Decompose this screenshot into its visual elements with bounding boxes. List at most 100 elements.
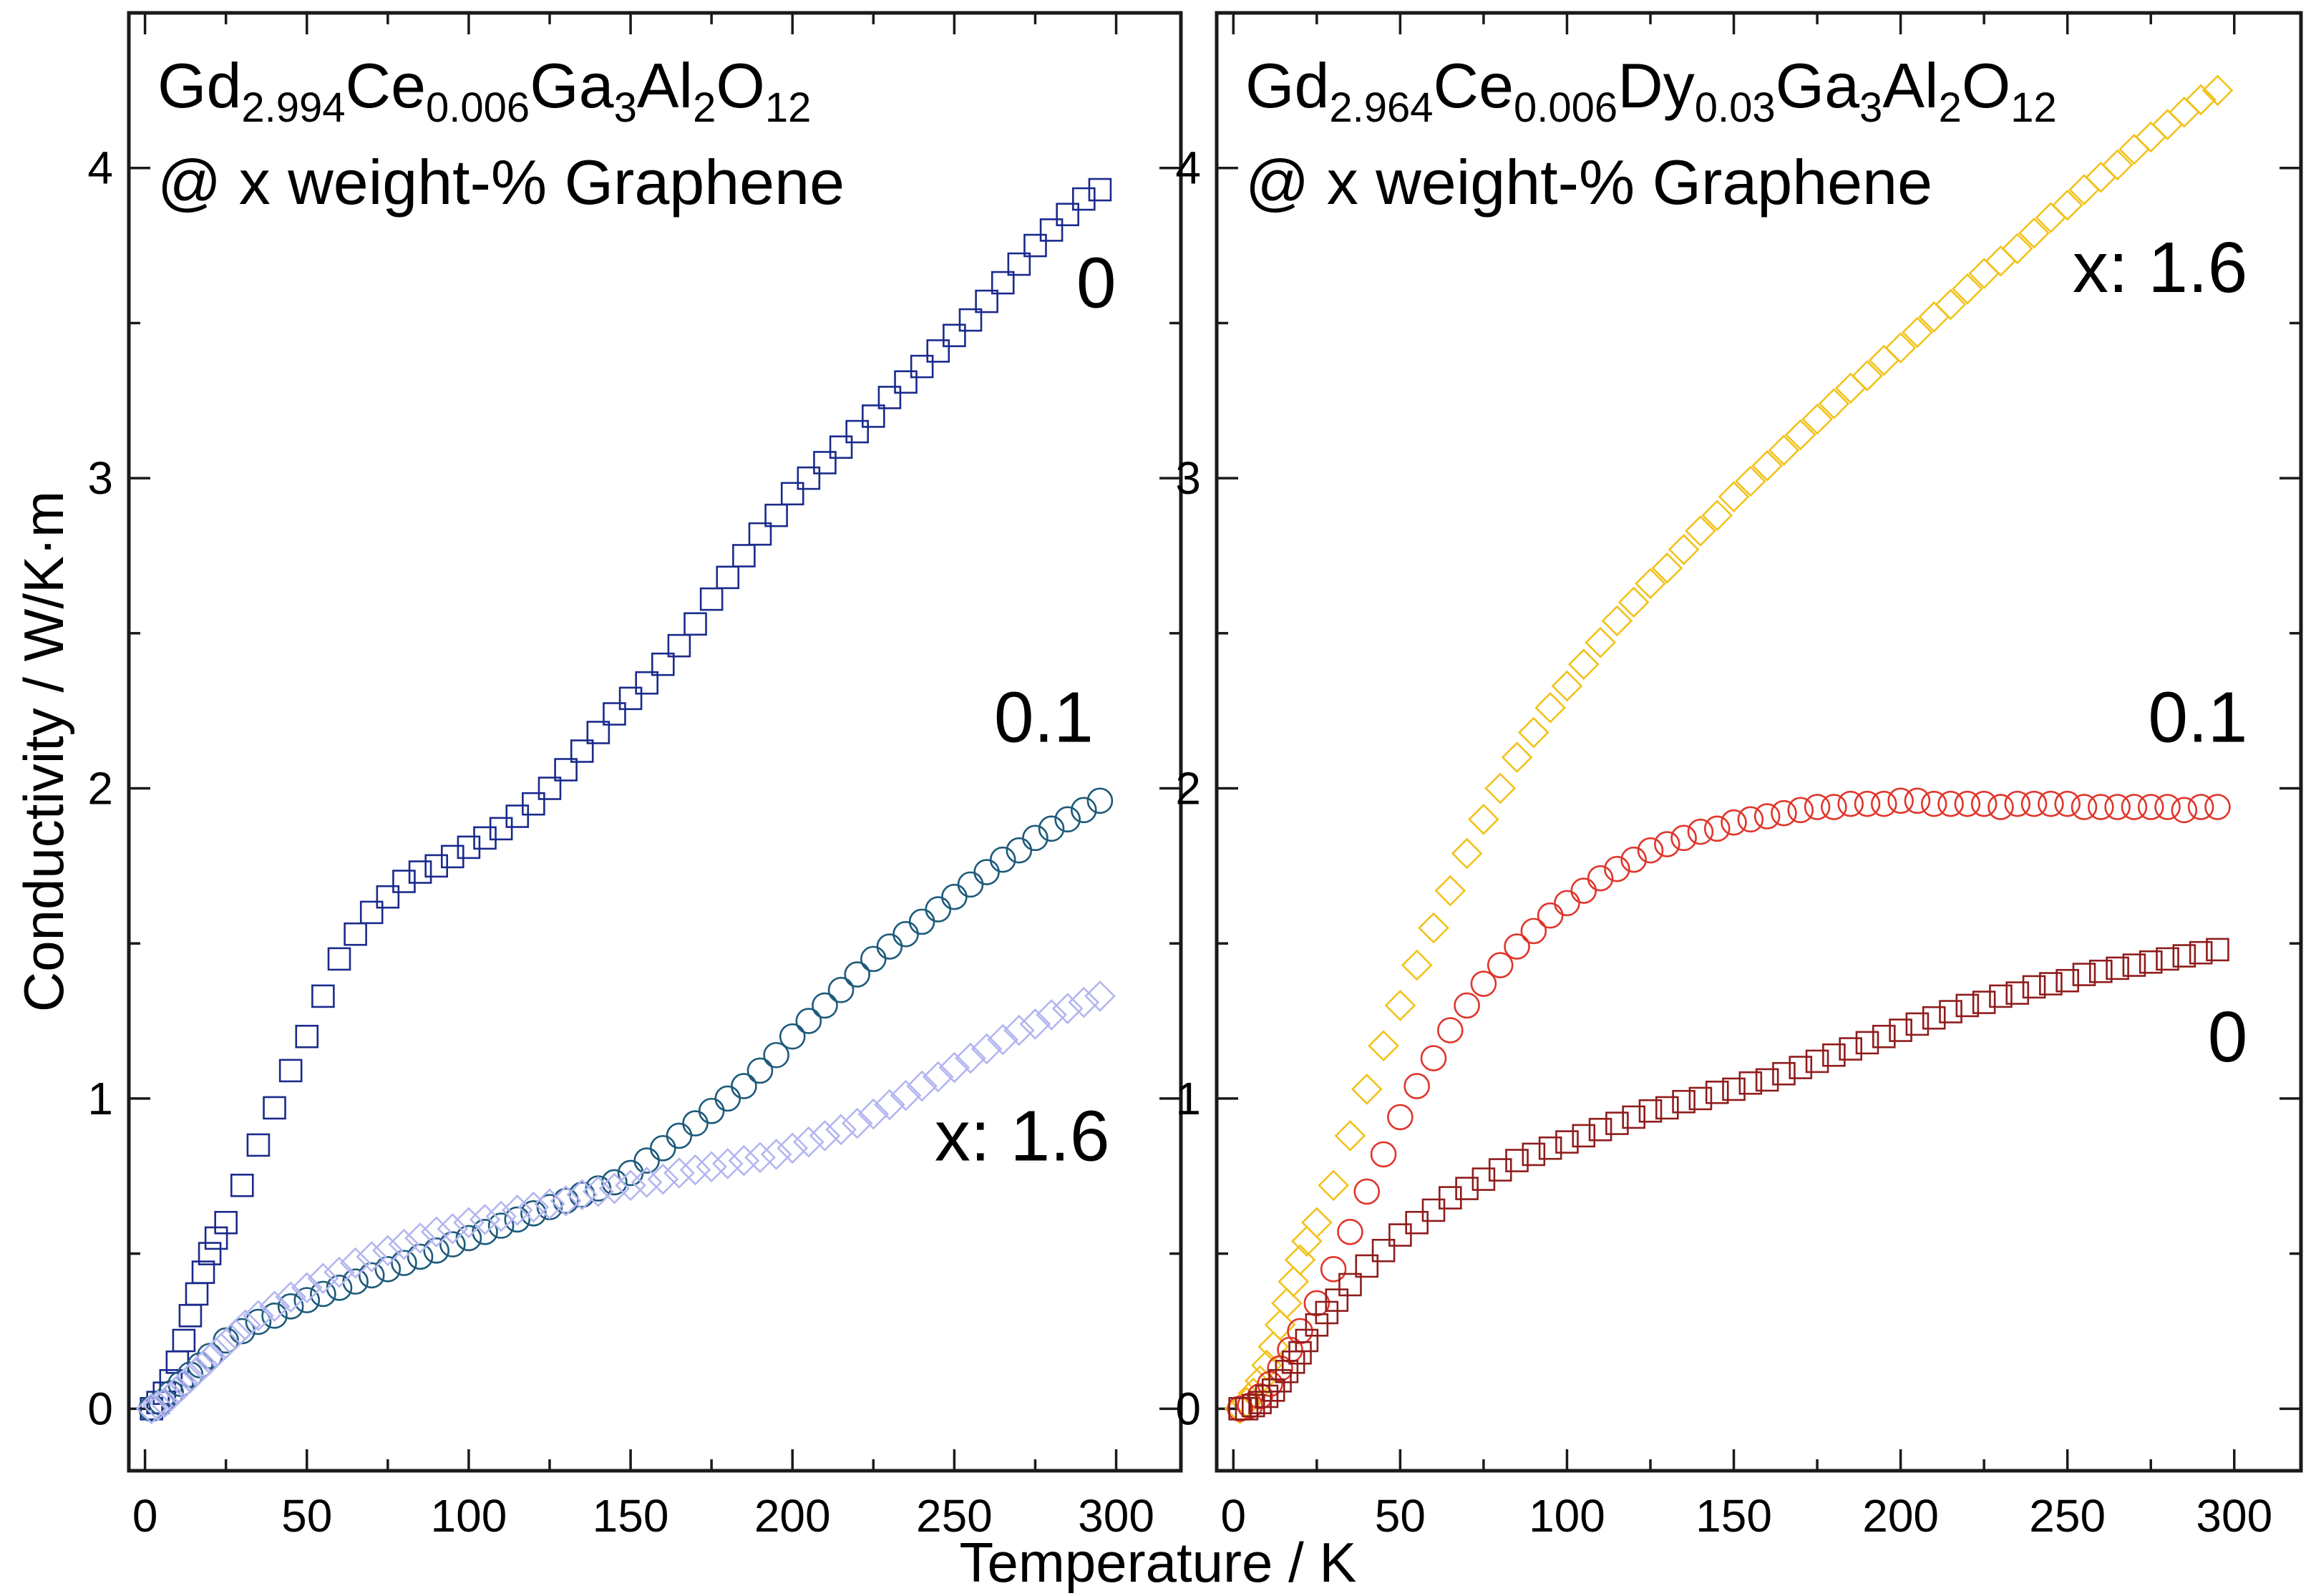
data-point: [603, 702, 626, 726]
data-point: [987, 1023, 1019, 1056]
data-point: [1420, 1045, 1447, 1071]
data-point: [1038, 815, 1065, 842]
data-point: [505, 804, 530, 828]
data-point: [763, 1041, 789, 1069]
data-point: [1952, 273, 1983, 305]
data-point: [1601, 605, 1633, 637]
panel-right: 0 50 100 150 200 250 30001234Gd2.964Ce0.006Dy0…: [1175, 11, 2303, 1542]
data-point: [1268, 1369, 1292, 1393]
data-point: [2022, 975, 2046, 999]
data-point: [1484, 772, 1517, 804]
data-point: [2154, 794, 2181, 820]
data-point: [586, 721, 610, 744]
data-point: [941, 883, 968, 910]
data-point: [489, 817, 513, 841]
series-label: x: 1.6: [935, 1096, 1110, 1177]
data-point: [339, 1247, 371, 1279]
data-point: [1735, 465, 1766, 497]
data-point: [570, 739, 594, 763]
data-point: [2085, 161, 2117, 193]
data-point: [1655, 1096, 1679, 1120]
data-point: [1019, 1008, 1051, 1040]
data-point: [2068, 174, 2100, 205]
data-point: [1768, 434, 1800, 466]
data-point: [342, 1268, 369, 1295]
data-point: [862, 404, 885, 428]
y-tick-label: 3: [87, 452, 113, 504]
data-point: [1241, 1393, 1265, 1418]
data-point: [812, 992, 838, 1019]
data-point: [2201, 74, 2234, 107]
data-point: [2005, 981, 2030, 1005]
data-point: [1670, 824, 1697, 852]
data-point: [1257, 1330, 1290, 1363]
data-point: [1281, 1351, 1305, 1374]
data-point: [1318, 1169, 1349, 1202]
data-point: [1935, 288, 1967, 321]
data-point: [908, 908, 935, 935]
data-point: [970, 1033, 1003, 1065]
data-point: [1471, 1167, 1496, 1191]
data-point: [204, 1226, 228, 1250]
data-point: [327, 947, 351, 971]
formula-element: Ce: [1434, 50, 1514, 121]
data-point: [938, 1051, 970, 1084]
data-point: [1868, 344, 1900, 376]
data-point: [1668, 533, 1700, 565]
x-tick-label: 250: [916, 1490, 993, 1542]
data-point: [1705, 1080, 1729, 1104]
data-point: [210, 1328, 242, 1360]
data-point: [229, 1309, 261, 1341]
data-point: [420, 1216, 452, 1248]
data-point: [955, 1042, 986, 1074]
data-point: [407, 1243, 434, 1270]
data-point: [155, 1381, 187, 1412]
data-point: [1738, 1071, 1763, 1095]
data-point: [943, 323, 966, 348]
data-point: [2189, 940, 2213, 965]
data-point: [1520, 918, 1547, 945]
data-point: [844, 961, 870, 988]
data-point: [696, 1151, 727, 1183]
data-point: [2104, 794, 2131, 820]
series-x-1.6: [1224, 74, 2234, 1425]
data-point: [732, 544, 756, 568]
data-point: [1784, 419, 1816, 451]
data-point: [1401, 949, 1433, 981]
data-point: [404, 1222, 436, 1254]
data-point: [275, 1281, 306, 1313]
data-point: [1371, 1238, 1396, 1262]
data-point: [1086, 787, 1114, 814]
data-point: [1522, 1142, 1546, 1167]
data-point: [1351, 1074, 1383, 1105]
data-point: [1822, 1043, 1846, 1067]
data-point: [1887, 787, 1914, 814]
data-point: [263, 1096, 286, 1120]
series-0: [1228, 938, 2229, 1421]
data-point: [1051, 993, 1084, 1025]
x-tick-label: 300: [1078, 1490, 1154, 1542]
data-point: [310, 1280, 336, 1308]
data-point: [635, 671, 658, 695]
data-point: [1337, 1218, 1363, 1245]
data-point: [1637, 837, 1664, 864]
data-point: [2039, 972, 2063, 996]
data-point: [1264, 1309, 1296, 1341]
y-tick-label: 0: [1175, 1383, 1201, 1434]
data-point: [894, 370, 918, 394]
data-point: [2137, 794, 2164, 820]
data-point: [1737, 806, 1764, 833]
data-point: [809, 1120, 841, 1152]
data-point: [975, 289, 998, 313]
data-point: [1088, 177, 1112, 202]
data-point: [1685, 515, 1716, 547]
data-point: [1555, 1130, 1579, 1154]
data-point: [2122, 953, 2146, 977]
data-point: [1688, 1086, 1713, 1111]
data-point: [1871, 790, 1897, 817]
data-point: [1753, 803, 1781, 829]
data-point: [376, 885, 400, 909]
data-point: [746, 1057, 774, 1084]
data-point: [1505, 1149, 1529, 1172]
data-point: [647, 1163, 679, 1195]
